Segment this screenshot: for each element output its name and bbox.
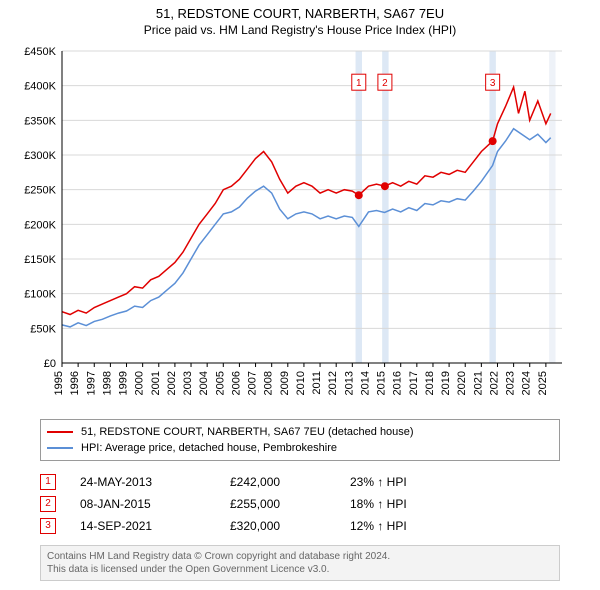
svg-text:2009: 2009 — [279, 371, 291, 395]
sale-date: 14-SEP-2021 — [80, 519, 230, 533]
svg-text:£100K: £100K — [24, 289, 56, 301]
svg-text:2001: 2001 — [150, 371, 162, 395]
svg-text:£350K: £350K — [24, 115, 56, 127]
svg-text:2013: 2013 — [343, 371, 355, 395]
sales-table: 1 24-MAY-2013 £242,000 23% ↑ HPI 2 08-JA… — [40, 471, 560, 537]
sale-row: 3 14-SEP-2021 £320,000 12% ↑ HPI — [40, 515, 560, 537]
page-root: { "title": "51, REDSTONE COURT, NARBERTH… — [0, 0, 600, 590]
legend: 51, REDSTONE COURT, NARBERTH, SA67 7EU (… — [40, 419, 560, 461]
sale-price: £320,000 — [230, 519, 350, 533]
sale-date: 24-MAY-2013 — [80, 475, 230, 489]
legend-item-property: 51, REDSTONE COURT, NARBERTH, SA67 7EU (… — [47, 424, 553, 440]
sale-diff: 12% ↑ HPI — [350, 519, 560, 533]
svg-text:2014: 2014 — [359, 371, 371, 395]
chart-container: £0 £50K £100K £150K £200K £250K £300K £350K £400… — [14, 43, 574, 413]
svg-text:2025: 2025 — [537, 371, 549, 395]
footer-line2: This data is licensed under the Open Gov… — [47, 563, 553, 576]
footer-line1: Contains HM Land Registry data © Crown c… — [47, 550, 553, 563]
svg-text:2006: 2006 — [230, 371, 242, 395]
svg-text:2021: 2021 — [472, 371, 484, 395]
svg-text:£50K: £50K — [30, 323, 56, 335]
sale-date: 08-JAN-2015 — [80, 497, 230, 511]
svg-text:£400K: £400K — [24, 81, 56, 93]
svg-text:1: 1 — [356, 78, 362, 89]
legend-swatch-property — [47, 431, 73, 433]
svg-text:1998: 1998 — [101, 371, 113, 395]
svg-text:1999: 1999 — [118, 371, 130, 395]
svg-text:1995: 1995 — [53, 371, 65, 395]
sale-marker-1: 1 — [40, 474, 56, 490]
sale-row: 2 08-JAN-2015 £255,000 18% ↑ HPI — [40, 493, 560, 515]
svg-text:2018: 2018 — [424, 371, 436, 395]
svg-text:2003: 2003 — [182, 371, 194, 395]
svg-text:£250K: £250K — [24, 185, 56, 197]
svg-text:2002: 2002 — [166, 371, 178, 395]
sale-marker-2: 2 — [40, 496, 56, 512]
svg-text:2022: 2022 — [488, 371, 500, 395]
legend-swatch-hpi — [47, 447, 73, 449]
svg-text:2008: 2008 — [263, 371, 275, 395]
sale-price: £255,000 — [230, 497, 350, 511]
svg-text:2017: 2017 — [408, 371, 420, 395]
legend-label-property: 51, REDSTONE COURT, NARBERTH, SA67 7EU (… — [81, 426, 414, 438]
sale-diff: 23% ↑ HPI — [350, 475, 560, 489]
svg-text:2: 2 — [382, 78, 388, 89]
sale-marker-3: 3 — [40, 518, 56, 534]
svg-text:2011: 2011 — [311, 371, 323, 395]
svg-text:£450K: £450K — [24, 46, 56, 58]
sale-diff: 18% ↑ HPI — [350, 497, 560, 511]
svg-text:2015: 2015 — [376, 371, 388, 395]
svg-text:2016: 2016 — [392, 371, 404, 395]
price-chart: £0 £50K £100K £150K £200K £250K £300K £350K £400… — [14, 43, 574, 413]
svg-text:2007: 2007 — [247, 371, 259, 395]
sale-price: £242,000 — [230, 475, 350, 489]
svg-text:£0: £0 — [44, 358, 56, 370]
svg-text:2004: 2004 — [198, 371, 210, 395]
svg-text:£150K: £150K — [24, 254, 56, 266]
sale-row: 1 24-MAY-2013 £242,000 23% ↑ HPI — [40, 471, 560, 493]
chart-subtitle: Price paid vs. HM Land Registry's House … — [0, 21, 600, 43]
svg-text:2023: 2023 — [505, 371, 517, 395]
svg-text:3: 3 — [490, 78, 496, 89]
svg-text:£300K: £300K — [24, 150, 56, 162]
svg-text:2019: 2019 — [440, 371, 452, 395]
svg-text:2012: 2012 — [327, 371, 339, 395]
legend-item-hpi: HPI: Average price, detached house, Pemb… — [47, 440, 553, 456]
svg-text:1996: 1996 — [69, 371, 81, 395]
svg-text:£200K: £200K — [24, 219, 56, 231]
chart-title: 51, REDSTONE COURT, NARBERTH, SA67 7EU — [0, 0, 600, 21]
footer-licence: Contains HM Land Registry data © Crown c… — [40, 545, 560, 581]
svg-text:2010: 2010 — [295, 371, 307, 395]
legend-label-hpi: HPI: Average price, detached house, Pemb… — [81, 442, 337, 454]
svg-text:1997: 1997 — [85, 371, 97, 395]
svg-text:2005: 2005 — [214, 371, 226, 395]
svg-text:2024: 2024 — [521, 371, 533, 395]
svg-text:2000: 2000 — [134, 371, 146, 395]
svg-text:2020: 2020 — [456, 371, 468, 395]
